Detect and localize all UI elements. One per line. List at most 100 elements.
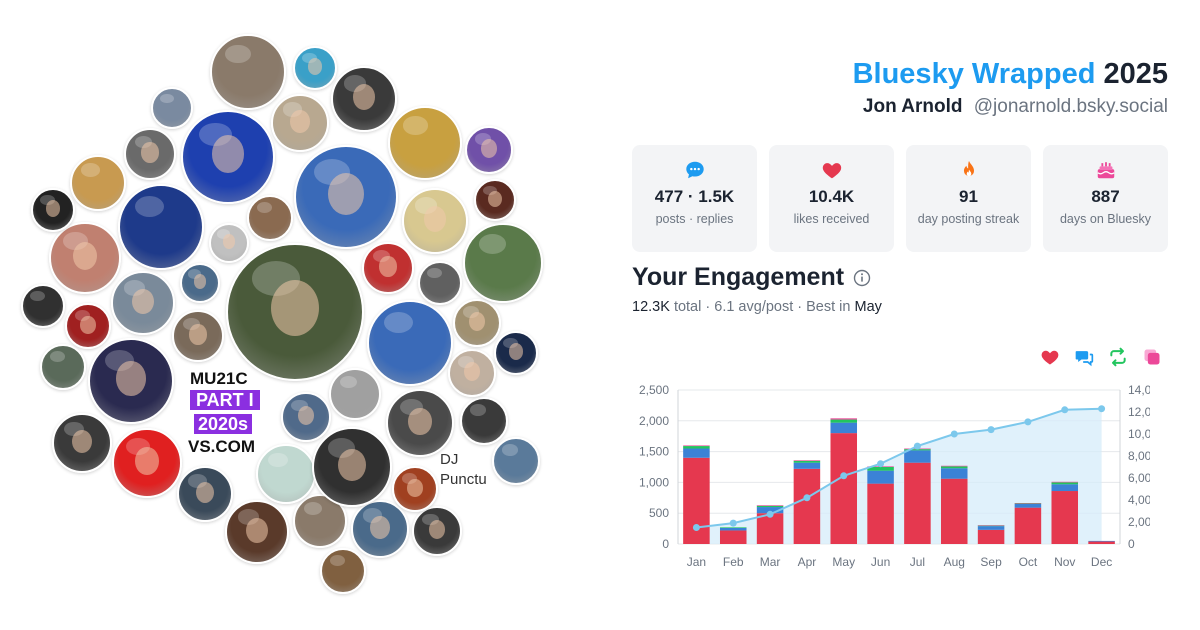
avatar-bubble[interactable] xyxy=(31,188,75,232)
avatar-bubble[interactable] xyxy=(49,222,121,294)
x-tick: Jul xyxy=(910,555,925,569)
y-tick-right: 10,000 xyxy=(1128,427,1150,441)
avatar-bubble[interactable] xyxy=(40,344,86,390)
avatar-bubble[interactable] xyxy=(52,413,112,473)
avatar-bubble[interactable] xyxy=(210,34,286,110)
avatar-bubble[interactable] xyxy=(118,184,204,270)
avatar-bubble[interactable] xyxy=(329,368,381,420)
avatar-bubble[interactable] xyxy=(448,349,496,397)
x-tick: Mar xyxy=(760,555,781,569)
avatar-bubble[interactable] xyxy=(70,155,126,211)
bar-segment xyxy=(977,529,1005,544)
engagement-summary: 12.3K total · 6.1 avg/post · Best in May xyxy=(632,299,882,315)
avatar-bubble[interactable] xyxy=(151,87,193,129)
engagement-chart: 0 500 1,000 1,500 2,000 2,500 0 2,000 4,000 6,000… xyxy=(639,383,1150,569)
avatar-bubble[interactable] xyxy=(21,284,65,328)
bar-segment xyxy=(904,450,931,463)
x-tick: Jun xyxy=(871,555,890,569)
avatar-bubble[interactable] xyxy=(124,128,176,180)
y-tick-left: 500 xyxy=(649,506,669,520)
avatar-bubble[interactable] xyxy=(331,66,397,132)
engagement-best-month: May xyxy=(854,299,882,315)
x-tick: Sep xyxy=(980,555,1002,569)
avatar-bubble[interactable] xyxy=(111,271,175,335)
avatar-bubble[interactable] xyxy=(474,179,516,221)
avatar-bubble[interactable] xyxy=(293,46,337,90)
bar-segment xyxy=(830,433,858,544)
avatar-bubble[interactable] xyxy=(256,444,316,504)
bar-segment xyxy=(719,527,747,528)
bar-segment xyxy=(756,513,784,544)
bubble-text: VS.COM xyxy=(188,437,256,456)
stat-card-days: 887 days on Bluesky xyxy=(1043,145,1168,252)
avatar-bubble[interactable] xyxy=(386,389,454,457)
avatar-bubble[interactable] xyxy=(225,500,289,564)
cumulative-point xyxy=(840,472,848,480)
avatar-bubble[interactable] xyxy=(172,310,224,362)
cumulative-point xyxy=(913,442,921,450)
year: 2025 xyxy=(1103,58,1168,90)
avatar-bubble[interactable] xyxy=(362,242,414,294)
bar-segment xyxy=(683,446,710,449)
info-icon[interactable] xyxy=(853,269,871,287)
avatar-bubble[interactable] xyxy=(180,263,220,303)
avatar-bubble[interactable] xyxy=(88,338,174,424)
broken-image-alt: DJ Punctu xyxy=(440,451,487,488)
cumulative-point xyxy=(729,519,737,527)
avatar-bubble[interactable] xyxy=(209,223,249,263)
y-tick-right: 2,000 xyxy=(1128,515,1150,529)
y-tick-right: 12,000 xyxy=(1128,405,1150,419)
avatar-bubble[interactable] xyxy=(418,261,462,305)
heart-icon[interactable] xyxy=(1040,347,1060,367)
stat-label: days on Bluesky xyxy=(1059,212,1152,226)
avatar-bubble[interactable] xyxy=(453,299,501,347)
quote-icon[interactable] xyxy=(1142,347,1162,367)
avatar-bubble[interactable] xyxy=(465,126,513,174)
bar-segment xyxy=(830,418,858,420)
repost-icon[interactable] xyxy=(1108,347,1128,367)
avatar-bubble[interactable] xyxy=(402,188,468,254)
bar-segment xyxy=(830,419,858,423)
avatar-bubble[interactable] xyxy=(226,243,364,381)
bar-segment xyxy=(1014,503,1042,504)
stat-card-streak: 91 day posting streak xyxy=(906,145,1031,252)
engagement-total-word: total xyxy=(673,299,702,315)
avatar-bubble[interactable] xyxy=(351,500,409,558)
avatar-bubble[interactable] xyxy=(460,397,508,445)
bar-segment xyxy=(719,527,747,531)
avatar-bubble[interactable] xyxy=(247,195,293,241)
stat-label: likes received xyxy=(793,212,870,226)
stat-label: posts · replies xyxy=(655,212,734,226)
y-tick-right: 14,000 xyxy=(1128,383,1150,397)
avatar-bubble[interactable] xyxy=(271,94,329,152)
avatar-bubble[interactable] xyxy=(177,466,233,522)
avatar-bubble[interactable] xyxy=(392,466,438,512)
stat-value: 887 xyxy=(1091,187,1120,206)
avatar-bubble[interactable] xyxy=(388,106,462,180)
user-handle: @jonarnold.bsky.social xyxy=(973,96,1168,117)
engagement-avg: 6.1 avg/post xyxy=(714,299,794,315)
bubble-text: MU21C xyxy=(190,369,248,388)
y-tick-right: 6,000 xyxy=(1128,471,1150,485)
avatar-bubble[interactable] xyxy=(281,392,331,442)
bar-segment xyxy=(867,467,894,471)
avatar-bubble[interactable] xyxy=(181,110,275,204)
avatar-bubble[interactable] xyxy=(320,548,366,594)
avatar-bubble[interactable] xyxy=(294,145,398,249)
reply-icon[interactable] xyxy=(1074,347,1094,367)
cumulative-point xyxy=(692,524,700,531)
x-tick: Jan xyxy=(687,555,706,569)
stat-value: 477 · 1.5K xyxy=(654,187,735,206)
avatar-bubble[interactable] xyxy=(312,427,392,507)
avatar-bubble[interactable] xyxy=(367,300,453,386)
avatar-bubble[interactable] xyxy=(65,303,111,349)
avatar-bubble[interactable] xyxy=(463,223,543,303)
stat-value: 91 xyxy=(959,187,978,206)
avatar-bubble[interactable] xyxy=(494,331,538,375)
heart-icon xyxy=(822,163,841,179)
y-tick-right: 0 xyxy=(1128,537,1135,551)
cumulative-point xyxy=(766,510,774,518)
avatar-bubble[interactable] xyxy=(492,437,540,485)
avatar-bubble[interactable] xyxy=(412,506,462,556)
avatar-bubble[interactable] xyxy=(112,428,182,498)
